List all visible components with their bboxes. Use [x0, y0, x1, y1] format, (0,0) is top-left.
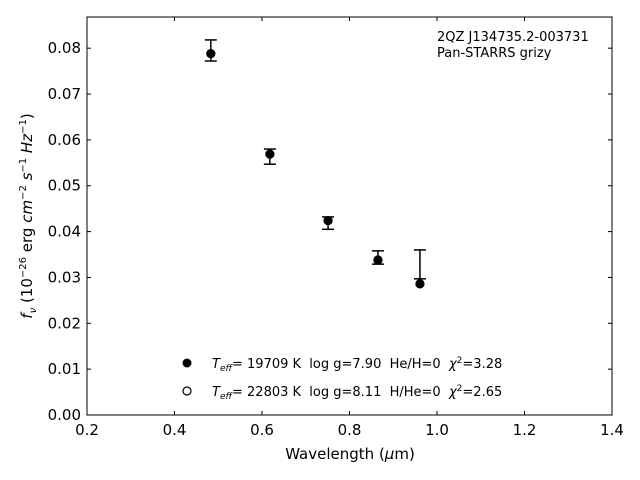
- x-tick-label: 1.2: [513, 421, 537, 439]
- model-point-filled: [415, 279, 425, 289]
- x-tick-label: 1.0: [425, 421, 449, 439]
- plot-frame: [86, 16, 613, 416]
- x-axis-label: Wavelength (μm): [285, 445, 415, 463]
- model-point-filled: [265, 149, 275, 159]
- legend-marker-filled: [182, 358, 192, 368]
- annotation-survey: Pan-STARRS grizy: [437, 46, 552, 61]
- y-tick-label: 0.08: [48, 39, 81, 57]
- legend-entry-2: Teff= 22803 K log g=8.11 H/He=0 χ2=2.65: [212, 384, 502, 402]
- x-tick-label: 0.2: [75, 421, 99, 439]
- y-tick-label: 0.00: [48, 406, 81, 424]
- y-tick-label: 0.05: [48, 177, 81, 195]
- model-point-filled: [373, 255, 383, 265]
- y-tick-label: 0.03: [48, 268, 81, 286]
- y-tick-label: 0.06: [48, 131, 81, 149]
- y-tick-label: 0.02: [48, 314, 81, 332]
- y-axis-label: fν (10−26 erg cm−2 s−1 Hz−1): [18, 113, 39, 318]
- legend: Teff= 19709 K log g=7.90 He/H=0 χ2=3.28 …: [182, 356, 502, 402]
- model-point-filled: [206, 49, 216, 59]
- legend-marker-open: [182, 386, 192, 396]
- x-tick-label: 0.8: [338, 421, 362, 439]
- model-point-filled: [323, 216, 333, 226]
- x-tick-label: 1.4: [600, 421, 624, 439]
- x-tick-label: 0.6: [250, 421, 274, 439]
- y-tick-label: 0.01: [48, 360, 81, 378]
- y-tick-label: 0.04: [48, 223, 81, 241]
- legend-entry-1: Teff= 19709 K log g=7.90 He/H=0 χ2=3.28: [212, 356, 502, 374]
- x-tick-label: 0.4: [163, 421, 187, 439]
- annotation-object: 2QZ J134735.2-003731: [437, 30, 589, 45]
- y-tick-label: 0.07: [48, 85, 81, 103]
